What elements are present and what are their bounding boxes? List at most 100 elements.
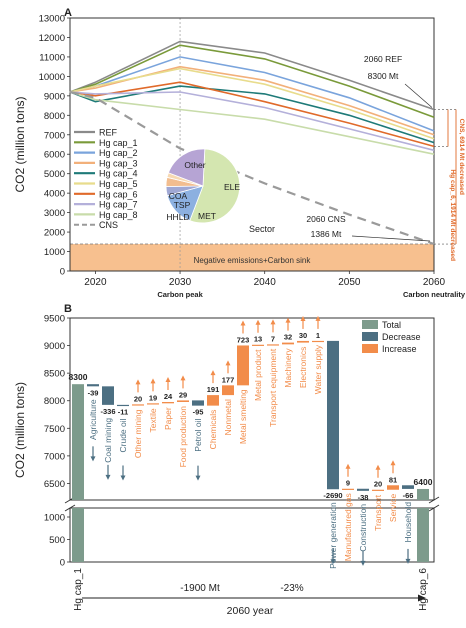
y-tick-label: 6000 bbox=[44, 150, 65, 161]
bar-category-label: Food production bbox=[178, 406, 188, 468]
legend-label: Total bbox=[382, 320, 401, 330]
increase-arrow-head bbox=[150, 378, 156, 384]
bar-category-label: Electronics bbox=[298, 347, 308, 389]
bar-category-label: Construction bbox=[358, 504, 368, 552]
y-tick-label: 10000 bbox=[39, 72, 65, 83]
increase-arrow-head bbox=[255, 319, 261, 325]
annotation-ref-pointer bbox=[404, 83, 433, 108]
bar-power-generation bbox=[327, 340, 339, 490]
bar-category-label: Crude oil bbox=[118, 418, 128, 452]
increase-arrow-head bbox=[270, 319, 276, 325]
legend-label: Hg cap_7 bbox=[99, 200, 138, 210]
decrease-arrow-head bbox=[90, 456, 96, 462]
pie-label-tsp: TSP bbox=[174, 200, 191, 210]
y-axis-label: CO2 (million tons) bbox=[13, 382, 27, 478]
y-tick-label: 1000 bbox=[44, 513, 65, 524]
bar-lower-hg-cap_1 bbox=[72, 508, 84, 562]
bar-value-label: 723 bbox=[237, 335, 250, 344]
y-tick-label: 5000 bbox=[44, 169, 65, 180]
increase-arrow-head bbox=[240, 320, 246, 326]
series-line-hg-cap_1 bbox=[69, 44, 435, 119]
bar-category-label: Agriculture bbox=[88, 399, 98, 440]
pie-slice-ele bbox=[189, 148, 241, 224]
bar-transport-equipment bbox=[267, 344, 279, 346]
bar-category-label: Service bbox=[388, 493, 398, 522]
series-line-hg-cap_4 bbox=[69, 85, 435, 144]
negative-emissions-band bbox=[70, 244, 434, 271]
bar-paper bbox=[162, 401, 174, 404]
lower-frame bbox=[69, 507, 435, 563]
x-axis-label: 2060 year bbox=[227, 605, 274, 617]
y-tick-label: 11000 bbox=[39, 52, 65, 63]
bar-value-label: 29 bbox=[179, 390, 187, 399]
series-line-ref bbox=[69, 40, 435, 111]
increase-arrow-head bbox=[210, 370, 216, 376]
bar-category-label: Textile bbox=[148, 408, 158, 432]
y-tick-label: 0 bbox=[60, 267, 65, 278]
y-tick-label: 9500 bbox=[44, 314, 65, 325]
bar-value-label: 13 bbox=[254, 335, 262, 344]
y-tick-label: 8000 bbox=[44, 396, 65, 407]
pie-slice-other bbox=[167, 148, 206, 187]
legend-label: Decrease bbox=[382, 332, 421, 342]
annotation-cns-value: 1386 Mt bbox=[311, 229, 342, 239]
panel-a: A Negative emissions+Carbon sink 0 1000 2000… bbox=[13, 7, 466, 299]
pie-label-met: MET bbox=[198, 211, 216, 221]
bar-value-label: -38 bbox=[358, 493, 369, 502]
bar-value-label: 1 bbox=[316, 331, 320, 340]
x-tick-label: 2050 bbox=[338, 277, 361, 288]
y-tick-label: 12000 bbox=[39, 33, 65, 44]
bar-value-label: -95 bbox=[193, 408, 204, 417]
bar-value-label: 81 bbox=[389, 475, 397, 484]
legend-swatch bbox=[362, 320, 378, 329]
increase-arrow-head bbox=[300, 315, 306, 321]
legend-label: Hg cap_3 bbox=[99, 158, 138, 168]
increase-arrow-head bbox=[225, 360, 231, 366]
x-tick-label: 2020 bbox=[84, 277, 107, 288]
y-tick-label: 4000 bbox=[44, 189, 65, 200]
increase-arrow-head bbox=[285, 317, 291, 323]
x-tick-label: 2040 bbox=[254, 277, 277, 288]
y-tick-label: 8500 bbox=[44, 369, 65, 380]
y-tick-label: 9000 bbox=[44, 341, 65, 352]
legend-label: Hg cap_4 bbox=[99, 169, 138, 179]
legend-swatch bbox=[362, 332, 378, 341]
x-tick-label: 2030 bbox=[169, 277, 192, 288]
bar-value-label: -39 bbox=[88, 388, 99, 397]
y-tick-label: 0 bbox=[60, 558, 65, 569]
bar-other-mining bbox=[132, 404, 144, 406]
bar-transport bbox=[372, 489, 384, 491]
bar-value-label: -2690 bbox=[323, 491, 342, 500]
bar-nonmetal bbox=[222, 385, 234, 396]
bar-category-label: Chemicals bbox=[208, 410, 218, 450]
increase-arrow-head bbox=[390, 460, 396, 466]
y-tick-label: 3000 bbox=[44, 208, 65, 219]
bar-category-label: Metal product bbox=[253, 349, 263, 401]
y-tick-label: 13000 bbox=[39, 14, 65, 25]
x-annotation: Carbon peak bbox=[157, 290, 203, 299]
x-tick-label: 2060 bbox=[423, 277, 446, 288]
x-category-label: Hg cap_1 bbox=[73, 568, 84, 611]
pie-label-ele: ELE bbox=[224, 182, 240, 192]
increase-arrow-head bbox=[180, 375, 186, 381]
panel-label: B bbox=[64, 303, 72, 315]
pie-title: Sector bbox=[249, 224, 275, 234]
bar-category-label: Petrol oil bbox=[193, 419, 203, 452]
y-axis-label: CO2 (million tons) bbox=[13, 96, 27, 192]
bar-category-label: Water supply bbox=[313, 344, 323, 394]
footer-arrow-head bbox=[418, 594, 426, 602]
footer-range-right: -23% bbox=[280, 583, 303, 594]
legend-label: Hg cap_6 bbox=[99, 189, 138, 199]
legend-label: Hg cap_8 bbox=[99, 210, 138, 220]
bar-construction bbox=[357, 488, 369, 491]
bar-metal-product bbox=[252, 344, 264, 346]
bar-category-label: Household bbox=[403, 502, 413, 543]
increase-arrow-head bbox=[315, 315, 321, 321]
side-label-hgcap6: Hg cap_6, 1914 Mt decreased bbox=[449, 169, 456, 261]
bar-category-label: Transport bbox=[373, 494, 383, 531]
bar-category-label: Transport equipment bbox=[268, 348, 278, 427]
y-tick-label: 7500 bbox=[44, 424, 65, 435]
bar-hg-cap_1 bbox=[72, 384, 84, 500]
panel-label: A bbox=[64, 7, 72, 19]
decrease-arrow-head bbox=[105, 474, 111, 480]
